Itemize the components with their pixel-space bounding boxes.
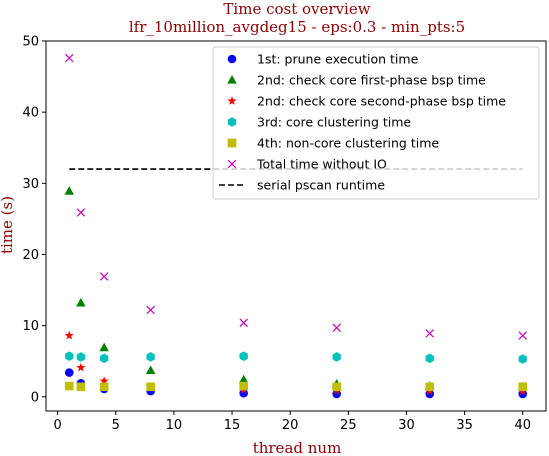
legend: 1st: prune execution time 2nd: check core… <box>212 46 540 200</box>
legend-box <box>212 46 540 200</box>
data-point <box>518 331 527 340</box>
data-point <box>146 305 155 315</box>
x-tick-label: 10 <box>166 418 183 433</box>
data-point <box>64 381 74 391</box>
y-tick-label: 0 <box>31 390 39 405</box>
legend-label: Total time without IO <box>256 157 387 172</box>
y-tick-label: 20 <box>22 248 39 263</box>
legend-entry: 2nd: check core first-phase bsp time <box>227 73 486 88</box>
series-2 <box>64 330 528 395</box>
data-point <box>64 186 75 195</box>
legend-marker <box>227 159 237 169</box>
data-point <box>76 208 86 217</box>
data-point <box>76 362 86 372</box>
legend-label: 4th: non-core clustering time <box>257 136 439 151</box>
series-5 <box>65 53 527 340</box>
series-0 <box>64 368 528 399</box>
legend-marker <box>227 96 237 105</box>
plot-frame <box>45 40 547 412</box>
x-tick-label: 35 <box>456 418 473 433</box>
data-point <box>146 352 155 362</box>
legend-entry: 1st: prune execution time <box>227 52 419 67</box>
legend-label: 2nd: check core second-phase bsp time <box>257 94 506 109</box>
legend-entry: 4th: non-core clustering time <box>227 136 439 151</box>
x-tick-label: 40 <box>514 418 531 433</box>
x-axis-label: thread num <box>253 439 342 456</box>
series-4 <box>64 381 528 392</box>
data-point <box>65 53 74 63</box>
y-tick-label: 40 <box>22 106 39 121</box>
legend-label: 3rd: core clustering time <box>257 115 411 130</box>
data-point <box>425 353 434 364</box>
y-axis-label: time (s) <box>0 196 16 254</box>
data-point <box>239 388 248 398</box>
data-point <box>425 389 435 399</box>
data-point <box>146 382 155 392</box>
legend-entry: 2nd: check core second-phase bsp time <box>227 94 506 109</box>
data-point <box>518 354 527 364</box>
data-point <box>76 297 86 307</box>
legend-label: serial pscan runtime <box>257 178 385 193</box>
y-tick-label: 10 <box>22 319 39 334</box>
data-point <box>518 382 528 392</box>
data-point <box>64 330 74 340</box>
y-tick-label: 30 <box>22 177 39 192</box>
data-point <box>332 389 341 399</box>
data-point <box>332 382 341 392</box>
legend-marker <box>227 138 237 148</box>
data-point <box>65 351 74 362</box>
data-point <box>99 382 109 392</box>
chart-subtitle: lfr_10million_avgdeg15 - eps:0.3 - min_p… <box>129 18 465 36</box>
data-point <box>239 351 248 362</box>
x-tick-label: 20 <box>282 418 299 433</box>
data-point <box>99 272 109 281</box>
legend-entry: 3rd: core clustering time <box>227 115 411 130</box>
data-point <box>239 318 248 327</box>
legend-entry: serial pscan runtime <box>219 178 385 193</box>
data-point <box>425 329 434 338</box>
data-point <box>425 382 435 392</box>
legend-label: 2nd: check core first-phase bsp time <box>257 73 486 88</box>
y-tick-label: 50 <box>22 35 39 50</box>
legend-marker <box>227 117 237 127</box>
data-point <box>99 342 109 352</box>
data-point <box>76 382 86 392</box>
x-tick-label: 30 <box>398 418 415 433</box>
series-1 <box>64 186 528 391</box>
data-point <box>76 352 86 362</box>
data-point <box>145 365 156 375</box>
data-point <box>238 374 249 384</box>
x-tick-label: 5 <box>112 418 120 433</box>
data-point <box>99 353 109 364</box>
series-3 <box>65 351 527 364</box>
data-point <box>99 376 109 385</box>
x-tick-label: 15 <box>224 418 241 433</box>
legend-entry: Total time without IO <box>227 157 387 172</box>
data-point <box>332 323 341 332</box>
data-point <box>518 389 528 399</box>
data-point <box>64 368 74 377</box>
x-tick-label: 0 <box>53 418 61 433</box>
chart-title: Time cost overview <box>223 0 370 18</box>
data-point <box>332 352 341 362</box>
x-tick-label: 25 <box>340 418 357 433</box>
legend-marker <box>227 75 237 84</box>
legend-label: 1st: prune execution time <box>257 52 419 67</box>
legend-marker <box>227 54 237 64</box>
axes: 0 5 10 15 20 25 30 35 40 0 10 20 30 40 50 <box>22 35 547 433</box>
data-point <box>239 381 248 391</box>
